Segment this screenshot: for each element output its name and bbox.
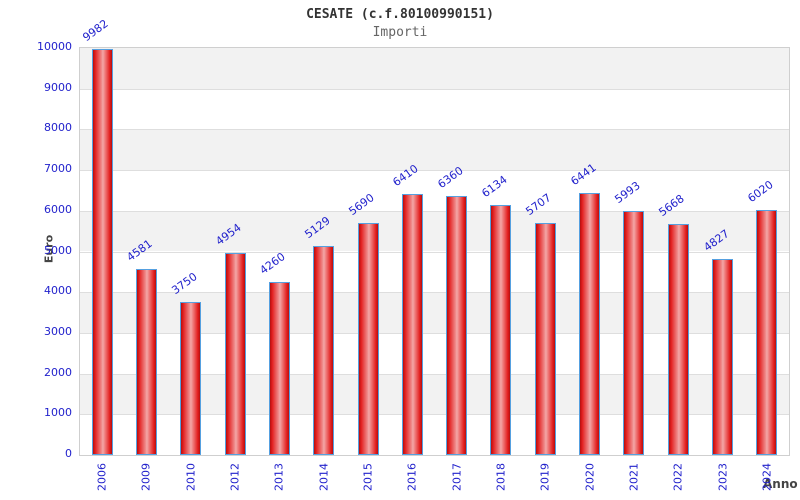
grid-line <box>80 210 789 212</box>
x-axis-title: Anno <box>763 477 798 491</box>
grid-line <box>80 129 789 131</box>
y-tick-label: 5000 <box>44 243 72 257</box>
x-tick-label: 2009 <box>139 463 153 491</box>
grid-band <box>80 48 789 89</box>
x-tick-label: 2024 <box>760 463 774 491</box>
x-tick-label: 2021 <box>627 463 641 491</box>
grid-band <box>80 129 789 171</box>
y-tick-label: 0 <box>65 447 72 460</box>
bar <box>534 223 556 455</box>
x-tick-label: 2016 <box>405 463 419 491</box>
grid-line <box>80 292 789 294</box>
grid-band <box>80 88 789 130</box>
grid-line <box>80 170 789 172</box>
x-tick-label: 2014 <box>317 463 331 491</box>
x-tick-label: 2020 <box>583 463 597 491</box>
x-tick-label: 2013 <box>272 463 286 491</box>
bar <box>579 193 601 455</box>
y-tick-label: 2000 <box>44 365 72 379</box>
bar <box>401 194 423 455</box>
y-tick-label: 10000 <box>37 40 72 53</box>
bar <box>268 282 290 455</box>
x-tick-label: 2010 <box>184 463 198 491</box>
y-tick-label: 6000 <box>44 202 72 216</box>
plot-area: 9982 4581 3750 4954 4260 5129 5690 6410 6360 6134… <box>79 17 790 456</box>
bar <box>756 210 778 455</box>
bar <box>490 205 512 455</box>
y-tick-label: 3000 <box>44 324 72 338</box>
grid-line <box>80 373 789 375</box>
grid-line <box>80 414 789 416</box>
y-tick-label: 8000 <box>44 121 72 135</box>
x-tick-label: 2018 <box>494 463 508 491</box>
grid-line <box>80 251 789 253</box>
x-tick-label: 2017 <box>450 463 464 491</box>
bar <box>623 211 645 455</box>
bar <box>667 224 689 455</box>
bar <box>357 223 379 455</box>
bar <box>91 49 113 455</box>
chart-subtitle: Importi <box>372 25 428 40</box>
x-tick-label: 2023 <box>716 463 730 491</box>
chart-title: CESATE (c.f.80100990151) <box>306 7 494 22</box>
y-tick-label: 4000 <box>44 284 72 298</box>
grid-line <box>80 332 789 334</box>
y-tick-label: 9000 <box>44 80 72 94</box>
x-tick-label: 2022 <box>671 463 685 491</box>
bar <box>180 302 202 455</box>
x-tick-label: 2012 <box>228 463 242 491</box>
y-tick-label: 7000 <box>44 162 72 176</box>
grid-line <box>80 88 789 90</box>
bar <box>712 259 734 455</box>
x-tick-label: 2019 <box>538 463 552 491</box>
x-tick-label: 2006 <box>95 463 109 491</box>
x-tick-label: 2015 <box>361 463 375 491</box>
bar <box>446 196 468 455</box>
bar <box>224 253 246 455</box>
bar <box>135 269 157 455</box>
y-tick-label: 1000 <box>44 406 72 420</box>
grid-band <box>80 170 789 211</box>
bar <box>313 246 335 455</box>
